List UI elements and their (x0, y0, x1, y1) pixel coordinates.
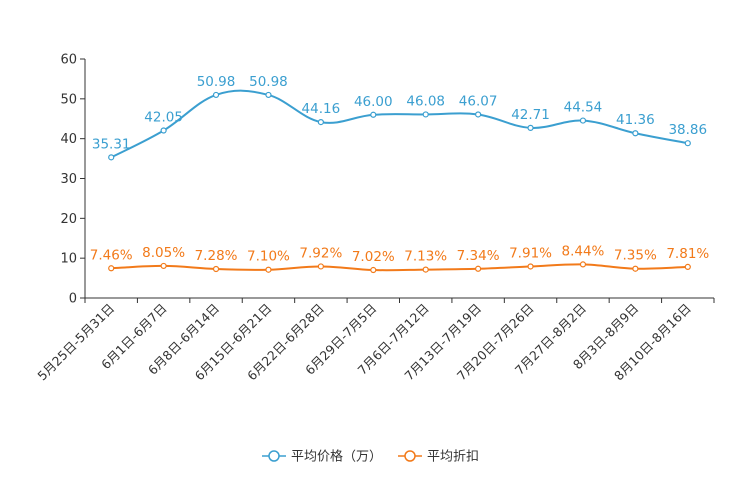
data-label: 50.98 (249, 74, 288, 90)
data-label: 7.02% (352, 249, 395, 265)
data-label: 42.71 (511, 107, 550, 123)
data-label: 46.07 (459, 93, 498, 109)
data-point (422, 111, 429, 118)
data-point (684, 263, 691, 270)
data-point (317, 118, 324, 126)
data-point (265, 266, 272, 273)
data-label: 7.10% (247, 249, 290, 265)
data-label: 44.16 (302, 101, 341, 117)
data-label: 46.08 (406, 93, 445, 109)
legend[interactable]: 平均价格（万） 平均折扣 (262, 449, 479, 465)
legend-item-1[interactable]: 平均价格（万） (262, 449, 382, 465)
y-tick-label: 20 (60, 212, 77, 227)
legend-label: 平均折扣 (427, 450, 479, 465)
series-line (111, 263, 688, 272)
data-label: 46.00 (354, 94, 393, 110)
data-point (212, 91, 220, 99)
y-tick-label: 50 (60, 92, 77, 107)
data-label: 7.28% (195, 248, 238, 264)
data-label: 41.36 (616, 112, 655, 128)
data-label: 7.92% (299, 245, 342, 261)
data-label: 8.05% (142, 245, 185, 261)
data-point (579, 261, 587, 268)
data-point (632, 130, 639, 137)
data-point (632, 265, 639, 272)
series-1: 35.31 42.05 50.98 50.98 44.16 46.00 46.08 46.07… (92, 74, 707, 161)
data-point (160, 262, 167, 270)
data-label: 35.31 (92, 136, 131, 152)
data-label: 44.54 (564, 100, 603, 116)
legend-label: 平均价格（万） (291, 449, 382, 465)
series-2: 7.46% 8.05% 7.28% 7.10% 7.92% 7.02% 7.13% 7.34%… (90, 243, 709, 274)
y-tick-label: 0 (69, 292, 77, 307)
data-point (684, 140, 691, 147)
y-tick-label: 60 (60, 53, 77, 68)
data-point (317, 263, 324, 270)
y-tick-label: 30 (60, 172, 77, 187)
series-line (110, 89, 688, 159)
legend-marker-icon (268, 450, 280, 462)
data-label: 7.91% (509, 245, 552, 261)
data-point (265, 91, 272, 99)
data-label: 7.46% (90, 247, 133, 263)
y-tick-label: 40 (60, 132, 77, 147)
data-label: 38.86 (668, 122, 707, 138)
y-tick-label: 10 (60, 252, 77, 267)
data-label: 7.34% (457, 248, 500, 264)
x-axis: 5月25日-5月31日6月1日-6月7日6月8日-6月14日6月15日-6月21… (34, 297, 715, 384)
y-axis: 0 10 20 30 40 50 60 (60, 53, 86, 307)
legend-item-2[interactable]: 平均折扣 (398, 450, 479, 465)
data-label: 7.81% (666, 246, 709, 262)
data-point (422, 266, 429, 273)
data-point (527, 124, 534, 131)
x-tick-label: 5月25日-5月31日 (34, 301, 117, 384)
data-point (475, 265, 482, 272)
data-point (108, 154, 115, 161)
data-label: 7.13% (404, 249, 447, 265)
data-label: 7.35% (614, 248, 657, 264)
data-point (370, 111, 377, 118)
data-label: 42.05 (144, 110, 183, 126)
data-point (160, 127, 167, 134)
legend-marker-icon (404, 450, 416, 462)
data-point (579, 117, 587, 124)
data-point (370, 266, 377, 274)
series-layer: 35.31 42.05 50.98 50.98 44.16 46.00 46.08 46.07… (90, 74, 709, 274)
data-label: 8.44% (562, 243, 605, 259)
data-point (212, 265, 220, 273)
data-point (108, 265, 115, 272)
data-point (527, 263, 534, 270)
data-point (475, 111, 482, 118)
data-label: 50.98 (197, 74, 236, 90)
